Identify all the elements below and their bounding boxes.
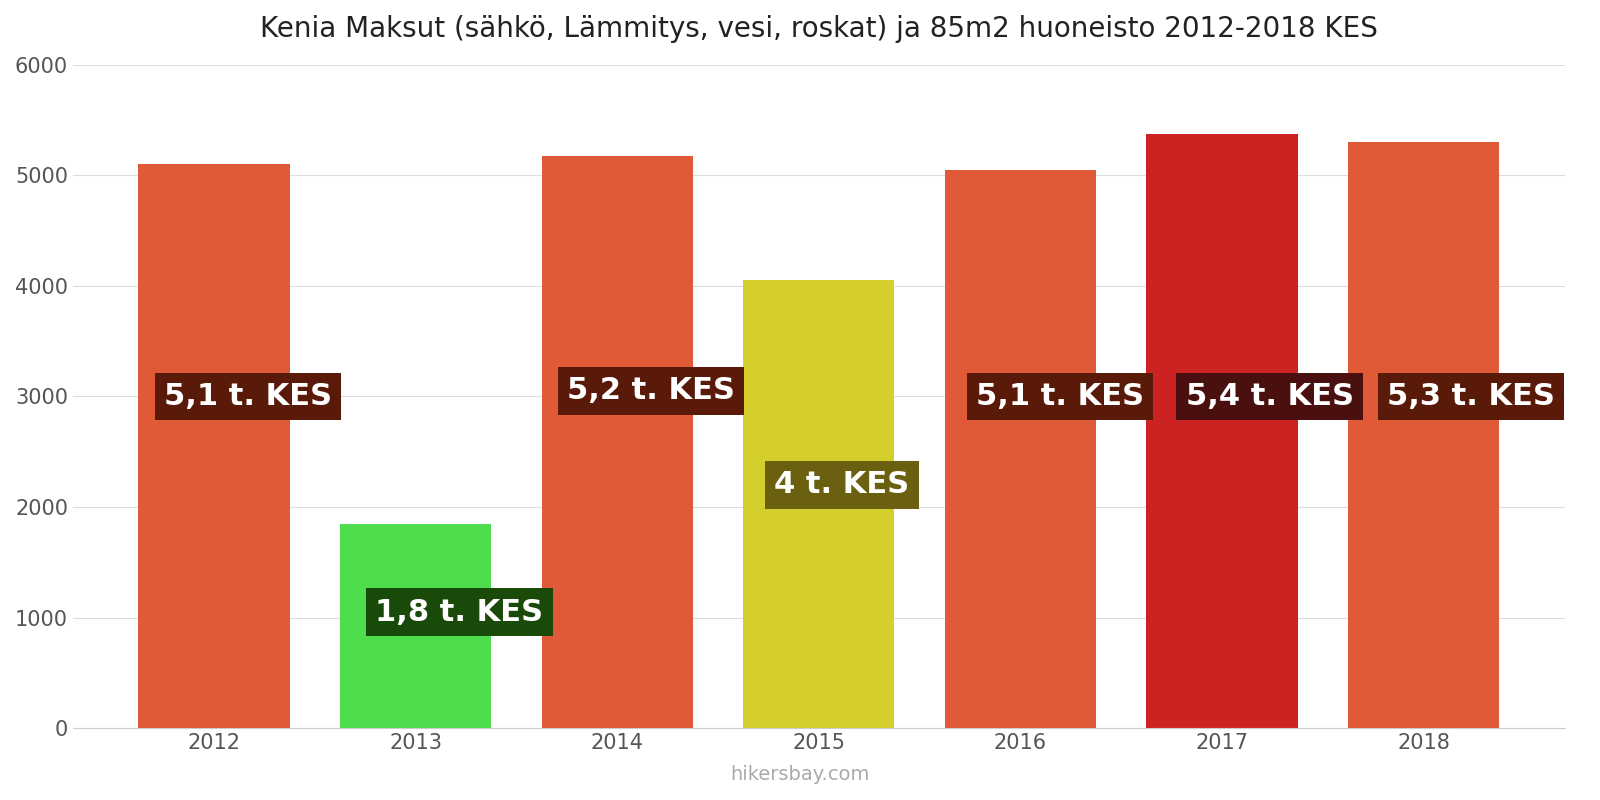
Text: 1,8 t. KES: 1,8 t. KES: [376, 598, 544, 626]
Bar: [944, 170, 1096, 728]
Bar: [139, 164, 290, 728]
Bar: [542, 156, 693, 728]
Title: Kenia Maksut (sähkö, Lämmitys, vesi, roskat) ja 85m2 huoneisto 2012-2018 KES: Kenia Maksut (sähkö, Lämmitys, vesi, ros…: [259, 15, 1378, 43]
Text: 5,4 t. KES: 5,4 t. KES: [1186, 382, 1354, 411]
Text: 5,2 t. KES: 5,2 t. KES: [566, 377, 734, 406]
Text: 5,3 t. KES: 5,3 t. KES: [1387, 382, 1555, 411]
Bar: [742, 280, 894, 728]
Text: hikersbay.com: hikersbay.com: [730, 765, 870, 784]
Bar: [1146, 134, 1298, 728]
Bar: [1347, 142, 1499, 728]
Text: 5,1 t. KES: 5,1 t. KES: [163, 382, 331, 411]
Bar: [341, 524, 491, 728]
Text: 4 t. KES: 4 t. KES: [774, 470, 909, 499]
Text: 5,1 t. KES: 5,1 t. KES: [976, 382, 1144, 411]
